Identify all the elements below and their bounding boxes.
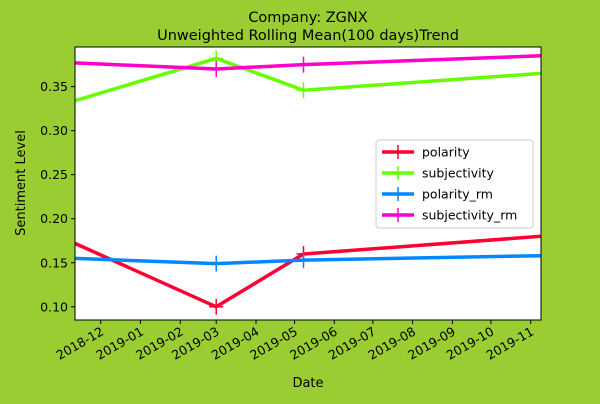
series-line-polarity: [75, 234, 541, 309]
legend-item-polarity: polarity: [382, 145, 470, 160]
y-axis-label: Sentiment Level: [14, 130, 29, 236]
data-point-subjectivity-2019-05-08: [296, 82, 311, 99]
x-axis-label: Date: [292, 376, 323, 391]
legend: polarity subjectivity polarity_rm subjectiv…: [375, 139, 534, 229]
legend-label: subjectivity: [422, 166, 495, 181]
legend-label: polarity_rm: [422, 187, 493, 202]
series-line-subjectivity_rm: [75, 54, 541, 71]
legend-item-subjectivity: subjectivity: [382, 166, 495, 181]
legend-item-subjectivity_rm: subjectivity_rm: [382, 208, 517, 223]
y-tick-label: 0.10: [40, 299, 68, 314]
chart-title: Company: ZGNX: [248, 10, 367, 26]
data-point-subjectivity_rm-2019-05-08: [296, 56, 311, 73]
y-tick-label: 0.15: [40, 255, 68, 270]
data-point-polarity_rm-2019-05-08: [296, 252, 311, 269]
plot-frame: [74, 46, 542, 321]
series-line-polarity_rm: [75, 253, 541, 266]
data-point-polarity_rm-2019-03-01: [209, 255, 224, 272]
legend-label: subjectivity_rm: [422, 208, 517, 223]
legend-label: polarity: [422, 145, 470, 160]
y-tick-label: 0.35: [40, 79, 68, 94]
legend-box: [375, 139, 534, 229]
legend-item-polarity_rm: polarity_rm: [382, 187, 493, 202]
y-tick-label: 0.30: [40, 123, 68, 138]
y-tick-label: 0.25: [40, 167, 68, 182]
series-line-subjectivity: [75, 56, 541, 103]
data-point-subjectivity_rm-2019-03-01: [209, 61, 224, 78]
y-tick-label: 0.20: [40, 211, 68, 226]
chart-subtitle: Unweighted Rolling Mean(100 days)Trend: [157, 28, 459, 44]
data-point-polarity-2019-03-01: [209, 298, 224, 315]
